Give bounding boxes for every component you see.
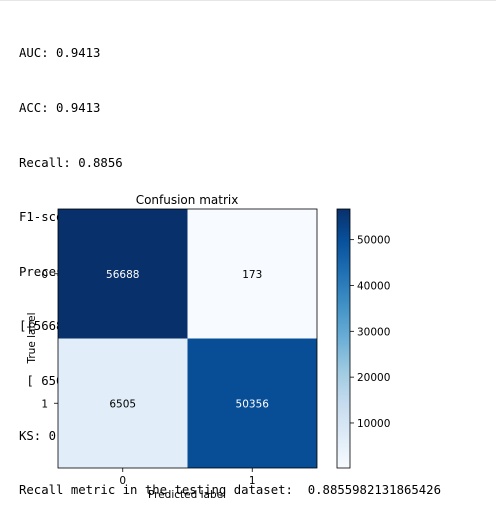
y-axis-label: True label [26, 312, 38, 364]
plot-frame [57, 208, 318, 469]
colorbar-tick-label: 10000 [357, 418, 390, 430]
colorbar [336, 208, 351, 469]
console-line-recall-testing: Recall metric in the testing dataset: 0.… [19, 483, 441, 498]
cell-value-label: 56688 [106, 269, 139, 281]
heatmap-cell [187, 338, 317, 468]
heatmap-cell [187, 209, 317, 339]
heatmap-cell [58, 209, 188, 339]
heatmap-cell [58, 338, 188, 468]
cell-value-label: 6505 [109, 398, 136, 410]
y-tick-label: 1 [41, 398, 48, 410]
console-line-auc: AUC: 0.9413 [19, 46, 101, 61]
console-line-acc: ACC: 0.9413 [19, 101, 101, 115]
cell-value-label: 50356 [236, 398, 270, 410]
colorbar-tick-label: 50000 [357, 235, 390, 247]
cell-value-label: 173 [242, 269, 262, 281]
colorbar-tick-label: 20000 [357, 372, 390, 384]
colorbar-tick-label: 30000 [357, 326, 390, 338]
x-axis-label: Predicted label [148, 489, 226, 501]
colorbar-tick-label: 40000 [357, 280, 390, 292]
console-line-recall: Recall: 0.8856 [19, 155, 123, 170]
x-tick-label: 1 [249, 475, 256, 487]
y-tick-label: 0 [41, 269, 48, 281]
chart-title: Confusion matrix [136, 193, 239, 207]
x-tick-label: 0 [119, 475, 126, 487]
output-top-border [0, 0, 496, 1]
